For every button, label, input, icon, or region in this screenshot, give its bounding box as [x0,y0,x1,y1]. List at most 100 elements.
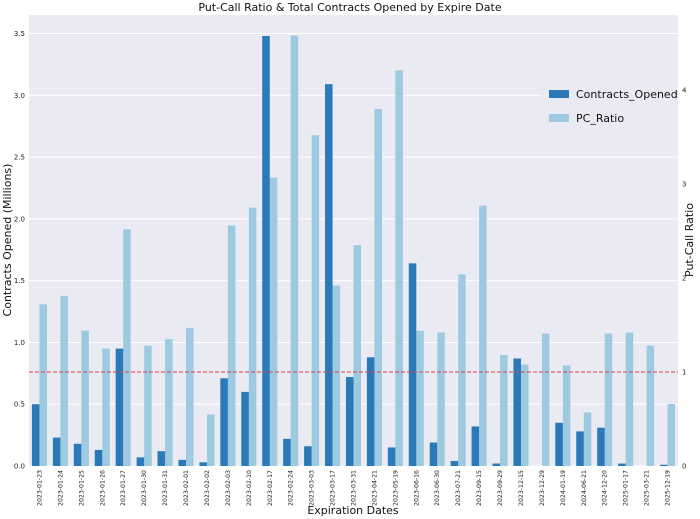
bar-pc-ratio [81,330,89,466]
x-tick-label: 2023-06-16 [413,470,420,506]
left-tick-label: 3.0 [14,92,25,100]
left-tick-label: 2.0 [14,215,25,223]
x-tick-label: 2023-03-03 [309,470,316,506]
bar-pc-ratio [60,295,68,466]
bar-contracts-opened [262,36,270,466]
bar-pc-ratio [479,205,487,466]
bar-contracts-opened [618,463,626,466]
bar-pc-ratio [646,345,655,466]
left-tick-label: 2.5 [14,154,25,162]
bar-pc-ratio [583,412,592,466]
bar-pc-ratio [269,177,278,466]
bar-pc-ratio [416,330,424,466]
x-tick-label: 2023-01-31 [162,470,169,506]
contracts-opened-series [31,36,668,466]
left-tick-label: 0.5 [14,401,25,409]
left-tick-label: 3.5 [14,30,25,38]
bar-pc-ratio [500,355,508,466]
bar-contracts-opened [513,358,521,466]
bar-pc-ratio [520,364,529,466]
legend-swatch-pc-ratio [549,114,569,122]
bar-contracts-opened [31,404,40,466]
bar-contracts-opened [659,464,668,466]
x-tick-label: 2023-02-02 [204,470,211,506]
x-tick-label: 2023-02-10 [246,470,253,506]
bar-pc-ratio [165,339,173,466]
x-tick-label: 2024-01-19 [560,470,567,506]
legend-label-pc-ratio: PC_Ratio [576,112,624,125]
right-tick-label: 1 [682,369,686,377]
x-tick-label: 2023-01-23 [36,470,43,506]
x-axis-label: Expiration Dates [307,504,399,517]
x-tick-label: 2023-01-30 [141,470,148,506]
left-y-axis-label: Contracts Opened (Millions) [1,164,14,317]
bar-contracts-opened [387,447,396,466]
bar-pc-ratio [604,333,613,466]
left-tick-label: 1.0 [14,339,25,347]
x-tick-label: 2023-09-15 [476,470,483,506]
x-tick-label: 2023-01-26 [99,470,106,506]
x-tick-label: 2025-12-19 [665,470,672,506]
right-tick-label: 4 [682,87,687,95]
bar-contracts-opened [178,459,187,466]
bar-contracts-opened [73,443,82,466]
pc-ratio-series [39,35,676,467]
bar-pc-ratio [248,207,257,467]
bar-pc-ratio [39,304,48,466]
bar-pc-ratio [102,348,110,466]
right-tick-label: 2 [682,275,686,283]
bar-pc-ratio [123,229,131,466]
bar-contracts-opened [52,437,61,466]
x-tick-label: 2023-03-31 [351,470,358,506]
bar-pc-ratio [332,285,341,466]
bar-contracts-opened [241,391,249,466]
bar-pc-ratio [667,403,676,466]
bar-pc-ratio [458,274,466,466]
bar-pc-ratio [541,333,550,466]
bar-pc-ratio [311,135,320,466]
bar-pc-ratio [353,245,362,466]
bar-contracts-opened [450,461,459,466]
x-tick-label: 2025-03-21 [644,470,651,506]
bar-contracts-opened [115,348,124,466]
x-tick-label: 2023-02-01 [183,470,190,506]
bar-contracts-opened [597,427,605,466]
x-tick-label: 2023-01-27 [120,470,127,506]
chart-title: Put-Call Ratio & Total Contracts Opened … [198,1,501,14]
right-y-axis-label: Put-Call Ratio [683,203,696,277]
bar-contracts-opened [199,462,207,466]
right-tick-label: 0 [682,463,686,471]
bar-contracts-opened [220,378,228,466]
bar-pc-ratio [290,35,299,466]
bar-contracts-opened [555,422,563,466]
x-tick-label: 2023-01-25 [78,470,85,506]
left-axis-ticks: 0.0 0.5 1.0 1.5 2.0 2.5 3.0 3.5 [14,30,25,470]
bar-contracts-opened [157,451,166,466]
bar-pc-ratio [144,345,152,466]
bar-contracts-opened [471,426,480,466]
x-tick-label: 2023-02-03 [225,470,232,506]
x-tick-label: 2023-02-17 [267,470,274,506]
bar-contracts-opened [136,457,145,466]
bar-contracts-opened [304,446,312,466]
bar-pc-ratio [227,225,236,466]
bar-pc-ratio [625,332,634,466]
bar-contracts-opened [94,449,103,466]
bar-contracts-opened [408,263,417,466]
legend-swatch-contracts [549,90,569,98]
left-tick-label: 1.5 [14,277,25,285]
x-tick-label: 2023-06-30 [434,470,441,506]
bar-contracts-opened [429,442,438,466]
left-tick-label: 0.0 [14,463,25,471]
bar-pc-ratio [395,70,403,466]
x-tick-label: 2025-01-17 [623,470,630,506]
bar-pc-ratio [562,365,571,466]
bar-contracts-opened [283,438,291,466]
bar-contracts-opened [366,357,375,466]
x-tick-label: 2023-12-29 [539,470,546,506]
bar-pc-ratio [437,332,445,466]
legend-label-contracts: Contracts_Opened [576,88,678,101]
bar-contracts-opened [576,431,584,466]
x-tick-label: 2023-09-29 [497,470,504,506]
